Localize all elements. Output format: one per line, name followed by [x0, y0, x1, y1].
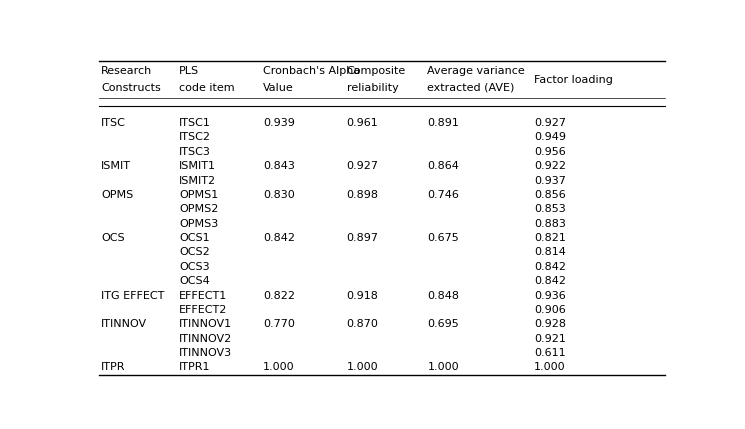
- Text: 0.695: 0.695: [428, 319, 459, 329]
- Text: OPMS2: OPMS2: [179, 204, 218, 214]
- Text: 0.611: 0.611: [534, 348, 566, 358]
- Text: 0.842: 0.842: [263, 233, 295, 243]
- Text: ISMIT: ISMIT: [101, 161, 131, 171]
- Text: 0.746: 0.746: [428, 190, 460, 200]
- Text: 0.830: 0.830: [263, 190, 294, 200]
- Text: Constructs: Constructs: [101, 83, 161, 93]
- Text: ISMIT2: ISMIT2: [179, 175, 216, 186]
- Text: 0.921: 0.921: [534, 334, 566, 344]
- Text: 1.000: 1.000: [534, 363, 566, 372]
- Text: 0.675: 0.675: [428, 233, 459, 243]
- Text: Factor loading: Factor loading: [534, 75, 613, 85]
- Text: PLS: PLS: [179, 66, 199, 76]
- Text: ITINNOV1: ITINNOV1: [179, 319, 232, 329]
- Text: 0.918: 0.918: [346, 290, 378, 300]
- Text: reliability: reliability: [346, 83, 399, 93]
- Text: ITINNOV3: ITINNOV3: [179, 348, 232, 358]
- Text: ITPR1: ITPR1: [179, 363, 211, 372]
- Text: 0.843: 0.843: [263, 161, 295, 171]
- Text: ITSC: ITSC: [101, 118, 126, 128]
- Text: OPMS3: OPMS3: [179, 219, 218, 229]
- Text: 0.770: 0.770: [263, 319, 295, 329]
- Text: OCS: OCS: [101, 233, 125, 243]
- Text: 0.853: 0.853: [534, 204, 566, 214]
- Text: Cronbach's Alpha: Cronbach's Alpha: [263, 66, 360, 76]
- Text: 0.956: 0.956: [534, 147, 566, 157]
- Text: Average variance: Average variance: [428, 66, 525, 76]
- Text: 0.949: 0.949: [534, 133, 566, 142]
- Text: Value: Value: [263, 83, 294, 93]
- Text: 0.936: 0.936: [534, 290, 566, 300]
- Text: 0.897: 0.897: [346, 233, 378, 243]
- Text: 0.937: 0.937: [534, 175, 566, 186]
- Text: 0.927: 0.927: [534, 118, 566, 128]
- Text: 0.928: 0.928: [534, 319, 566, 329]
- Text: ITSC2: ITSC2: [179, 133, 211, 142]
- Text: 0.906: 0.906: [534, 305, 566, 315]
- Text: Research: Research: [101, 66, 153, 76]
- Text: OPMS1: OPMS1: [179, 190, 218, 200]
- Text: ISMIT1: ISMIT1: [179, 161, 216, 171]
- Text: ITG EFFECT: ITG EFFECT: [101, 290, 165, 300]
- Text: ITSC1: ITSC1: [179, 118, 211, 128]
- Text: 1.000: 1.000: [346, 363, 378, 372]
- Text: 0.927: 0.927: [346, 161, 378, 171]
- Text: ITPR: ITPR: [101, 363, 126, 372]
- Text: 0.848: 0.848: [428, 290, 460, 300]
- Text: OCS4: OCS4: [179, 276, 210, 286]
- Text: 0.842: 0.842: [534, 276, 566, 286]
- Text: EFFECT1: EFFECT1: [179, 290, 227, 300]
- Text: 0.856: 0.856: [534, 190, 566, 200]
- Text: ITINNOV: ITINNOV: [101, 319, 148, 329]
- Text: 0.821: 0.821: [534, 233, 566, 243]
- Text: 0.883: 0.883: [534, 219, 566, 229]
- Text: 0.870: 0.870: [346, 319, 378, 329]
- Text: EFFECT2: EFFECT2: [179, 305, 227, 315]
- Text: 0.864: 0.864: [428, 161, 460, 171]
- Text: 0.842: 0.842: [534, 262, 566, 272]
- Text: ITINNOV2: ITINNOV2: [179, 334, 232, 344]
- Text: 0.961: 0.961: [346, 118, 378, 128]
- Text: 0.939: 0.939: [263, 118, 295, 128]
- Text: 1.000: 1.000: [263, 363, 294, 372]
- Text: 0.822: 0.822: [263, 290, 295, 300]
- Text: ITSC3: ITSC3: [179, 147, 211, 157]
- Text: OPMS: OPMS: [101, 190, 133, 200]
- Text: code item: code item: [179, 83, 235, 93]
- Text: OCS2: OCS2: [179, 248, 210, 257]
- Text: Composite: Composite: [346, 66, 406, 76]
- Text: 0.891: 0.891: [428, 118, 460, 128]
- Text: 0.898: 0.898: [346, 190, 378, 200]
- Text: OCS1: OCS1: [179, 233, 210, 243]
- Text: 0.814: 0.814: [534, 248, 566, 257]
- Text: 1.000: 1.000: [428, 363, 459, 372]
- Text: OCS3: OCS3: [179, 262, 210, 272]
- Text: 0.922: 0.922: [534, 161, 566, 171]
- Text: extracted (AVE): extracted (AVE): [428, 83, 515, 93]
